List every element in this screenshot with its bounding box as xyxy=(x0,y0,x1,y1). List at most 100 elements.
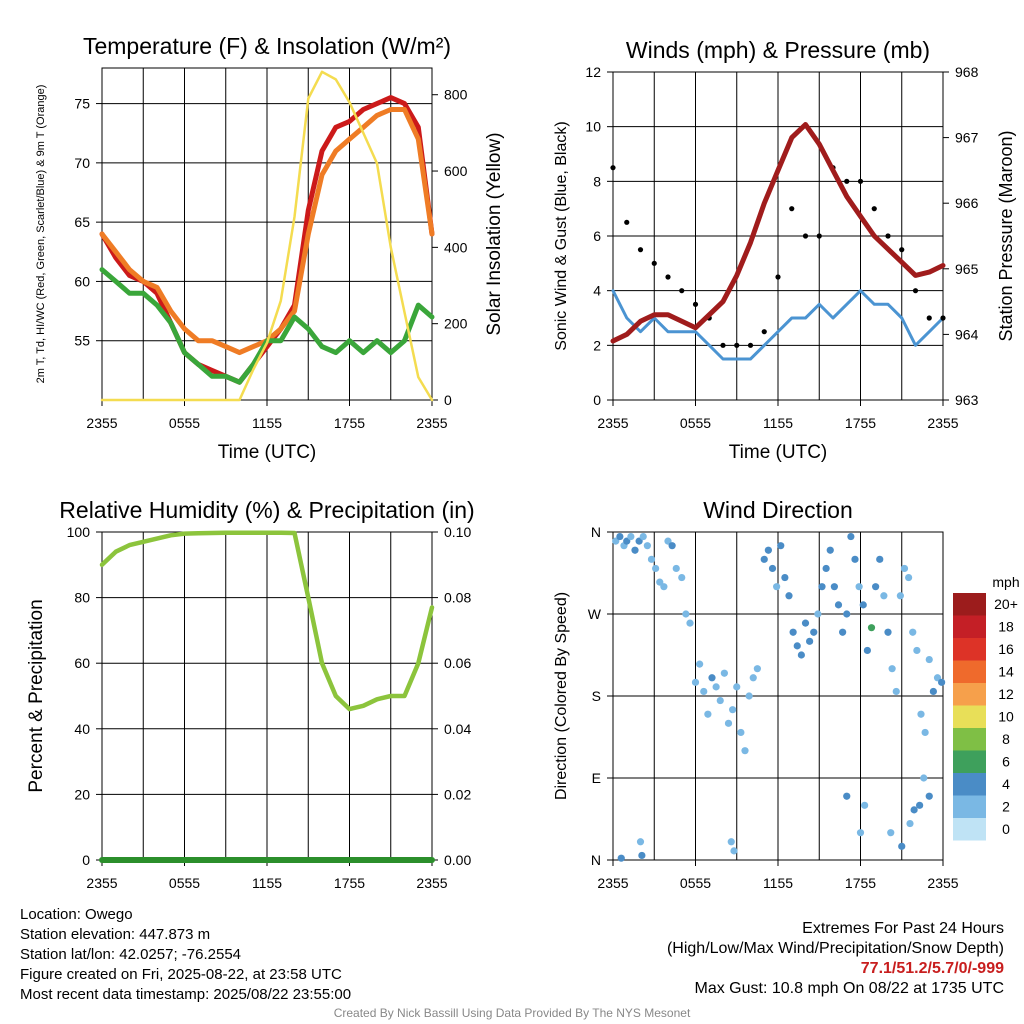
dir-point xyxy=(859,601,867,609)
temp-ytick-left-label: 60 xyxy=(74,273,90,289)
rh-title: Relative Humidity (%) & Precipitation (i… xyxy=(59,497,474,523)
extremes-subtitle: (High/Low/Max Wind/Precipitation/Snow De… xyxy=(666,940,1004,957)
recent-text: Most recent data timestamp: 2025/08/22 2… xyxy=(20,986,352,1003)
rh-ytick-right-label: 0.02 xyxy=(444,786,471,802)
temp-ytick-left-label: 75 xyxy=(74,96,90,112)
legend-swatch xyxy=(953,818,986,841)
temp-ytick-right-label: 800 xyxy=(444,87,468,103)
temp-ytick-left-label: 65 xyxy=(74,214,90,230)
dir-point xyxy=(631,546,639,554)
dir-point xyxy=(913,646,921,655)
dir-point xyxy=(745,692,753,700)
wind-ytick-right-label: 966 xyxy=(955,195,979,211)
dir-point xyxy=(905,573,913,582)
rh-ytick-left-label: 100 xyxy=(67,524,91,540)
wind-ytick-right-label: 967 xyxy=(955,130,979,146)
location-text: Location: Owego xyxy=(20,906,133,923)
dir-ytick-left-label: W xyxy=(588,606,602,622)
dir-point xyxy=(764,546,772,554)
temp-ytick-right-label: 400 xyxy=(444,239,468,255)
wind-gust-point xyxy=(665,274,671,280)
wind-ylabel-right: Station Pressure (Maroon) xyxy=(996,130,1016,341)
dir-point xyxy=(933,674,942,682)
temp-ytick-left-label: 70 xyxy=(74,155,90,171)
legend-swatch xyxy=(953,660,986,683)
rh-ytick-right-label: 0.00 xyxy=(444,852,471,868)
wind-gust-point xyxy=(679,288,685,294)
dir-point xyxy=(855,583,863,591)
temp-ytick-right-label: 0 xyxy=(444,392,452,408)
wind-gust-point xyxy=(857,178,864,184)
dir-point xyxy=(668,542,676,550)
max-gust-text: Max Gust: 10.8 mph On 08/22 at 1735 UTC xyxy=(694,980,1005,997)
dir-point xyxy=(704,710,712,718)
dir-point xyxy=(785,592,793,600)
created-text: Figure created on Fri, 2025-08-22, at 23… xyxy=(20,966,342,983)
wind-ytick-right-label: 965 xyxy=(955,261,979,277)
dir-point xyxy=(660,583,668,591)
dir-point xyxy=(635,537,643,545)
dir-point xyxy=(888,665,896,673)
legend-label: 2 xyxy=(1002,799,1010,815)
dir-point xyxy=(884,628,892,636)
temp-series-line xyxy=(100,70,434,402)
dir-point xyxy=(826,546,834,554)
dir-point xyxy=(781,573,789,582)
dir-point xyxy=(720,669,728,677)
rh-ytick-left-label: 0 xyxy=(82,852,90,868)
temp-xtick-label: 2355 xyxy=(86,415,117,431)
dir-xtick-label: 2355 xyxy=(927,875,958,891)
wind-gust-point xyxy=(610,165,616,171)
legend-label: 20+ xyxy=(994,596,1018,612)
rh-ytick-left-label: 40 xyxy=(74,721,90,737)
dir-point xyxy=(656,578,664,586)
wind-ytick-left-label: 2 xyxy=(593,337,601,353)
dir-point xyxy=(909,628,917,636)
wind-ytick-left-label: 0 xyxy=(593,392,601,408)
rh-xtick-label: 1155 xyxy=(252,875,282,891)
rh-xtick-label: 2355 xyxy=(86,875,117,891)
dir-point xyxy=(797,651,805,659)
dir-ytick-left-label: N xyxy=(591,852,601,868)
dir-point xyxy=(696,660,704,668)
rh-xtick-label: 2355 xyxy=(416,875,447,891)
wind-ytick-left-label: 10 xyxy=(585,119,601,135)
dir-point xyxy=(639,532,647,541)
wind-gust-point xyxy=(624,219,630,225)
wind-gust-point xyxy=(747,342,754,348)
legend-label: 4 xyxy=(1002,776,1010,792)
wind-xlabel: Time (UTC) xyxy=(729,442,828,463)
dir-point xyxy=(636,838,645,846)
dir-point xyxy=(647,555,656,563)
dir-point xyxy=(727,838,735,846)
temp-xlabel: Time (UTC) xyxy=(218,442,317,463)
dir-xtick-label: 1755 xyxy=(845,875,876,891)
dir-point xyxy=(921,728,929,737)
dir-point xyxy=(867,624,876,632)
dir-point xyxy=(814,610,822,618)
dir-point xyxy=(851,555,859,563)
dir-title: Wind Direction xyxy=(703,497,853,523)
wind-ytick-left-label: 8 xyxy=(593,173,601,189)
dir-point xyxy=(691,678,700,686)
dir-point xyxy=(730,847,738,855)
temp-ytick-left-label: 55 xyxy=(74,333,90,349)
dir-point xyxy=(801,619,810,627)
dir-point xyxy=(830,583,838,591)
dir-point xyxy=(818,583,826,591)
dir-point xyxy=(876,555,884,563)
dir-point xyxy=(672,564,680,573)
extremes-values: 77.1/51.2/5.7/0/-999 xyxy=(860,960,1004,977)
temp-ytick-right-label: 200 xyxy=(444,316,468,332)
dir-xtick-label: 2355 xyxy=(597,875,628,891)
dir-point xyxy=(616,532,624,541)
temp-ylabel-right: Solar Insolation (Yellow) xyxy=(484,132,505,335)
wind-gust-point xyxy=(844,178,850,184)
temp-ytick-right-label: 600 xyxy=(444,163,468,179)
wind-pressure-line xyxy=(610,122,946,344)
legend-label: 6 xyxy=(1002,754,1010,770)
rh-ytick-left-label: 80 xyxy=(74,590,90,606)
legend-swatch xyxy=(953,593,986,616)
dir-point xyxy=(643,542,651,550)
